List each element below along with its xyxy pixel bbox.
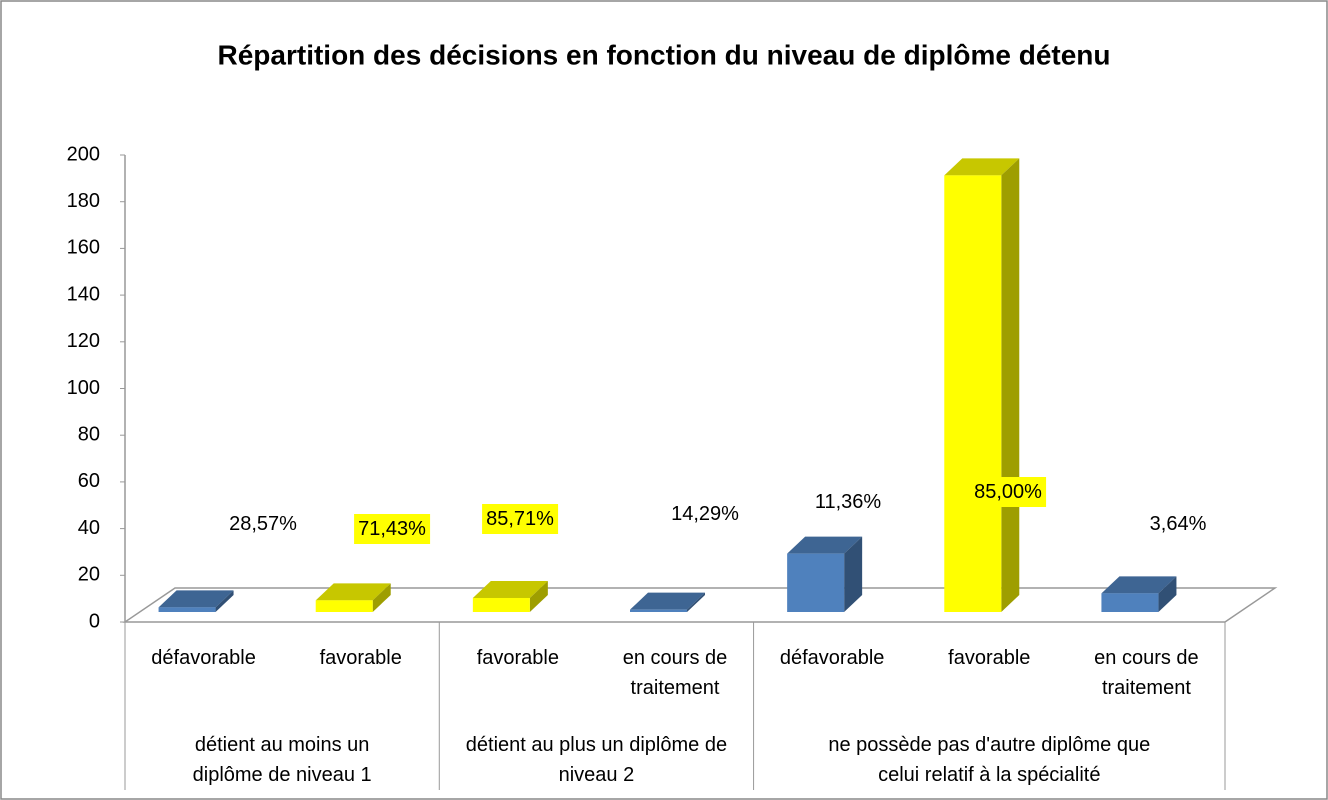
bar-top [944,158,1020,176]
x-tick-label: favorable [948,647,1031,669]
bar-side [529,580,548,612]
y-tick-label: 40 [78,517,100,539]
bar-top [158,590,234,608]
share-label: 85,00% [970,477,1046,507]
share-label: 3,64% [1149,513,1207,535]
bar [472,597,530,612]
bar-side [1158,576,1177,612]
share-label: 14,29% [671,503,739,525]
y-tick-label: 160 [67,237,100,259]
bar-top [472,580,548,598]
group-label: ne possède pas d'autre diplôme que celui… [828,734,1151,786]
y-tick-label: 0 [89,610,100,632]
group-label: détient au moins un diplôme de niveau 1 [192,734,372,786]
x-tick-label: favorable [319,647,402,669]
bar [787,553,845,612]
y-tick-label: 180 [67,190,100,212]
x-tick-label: favorable [476,647,559,669]
bar [1101,593,1159,612]
bar [630,609,687,612]
bar-side [372,583,391,612]
bar-side [1001,158,1020,613]
y-tick-label: 60 [78,470,100,492]
y-tick-label: 140 [67,283,100,305]
y-tick-label: 100 [67,377,100,399]
bar [315,600,373,612]
x-tick-label: défavorable [151,647,256,669]
chart-title: Répartition des décisions en fonction du… [218,39,1111,70]
group-label: détient au plus un diplôme de niveau 2 [465,734,728,786]
y-tick-label: 200 [67,143,100,165]
y-tick-label: 80 [78,423,100,445]
bar-top [630,592,705,610]
bar-side [844,536,863,612]
y-tick-label: 120 [67,330,100,352]
x-tick-label: en cours de traitement [1094,647,1199,699]
bar-side [215,590,234,612]
share-label: 71,43% [354,514,430,544]
share-label: 28,57% [229,513,297,535]
y-tick-label: 20 [78,564,100,586]
share-label: 11,36% [814,491,882,513]
share-label: 85,71% [482,504,558,534]
bar-top [787,536,863,554]
x-tick-label: en cours de traitement [622,647,728,699]
x-tick-label: défavorable [779,647,885,669]
bar-top [1101,576,1177,594]
bar-side [687,592,705,612]
bar [944,175,1002,613]
bar-top [315,583,391,601]
bar [158,607,216,612]
